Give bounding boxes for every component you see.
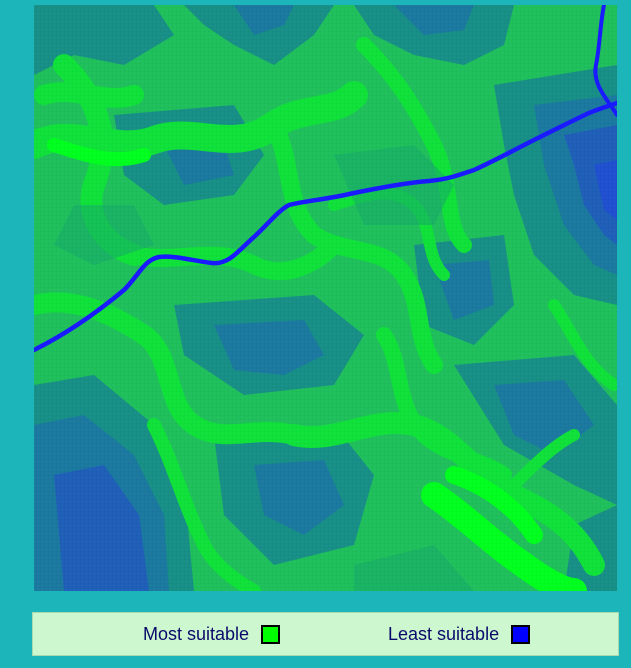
road-line (34, 100, 617, 353)
legend-item-most-suitable: Most suitable (143, 613, 281, 655)
suitability-raster (34, 5, 617, 591)
legend-label-least-suitable: Least suitable (388, 623, 500, 644)
legend-swatch-most-suitable (261, 624, 281, 644)
raster-texture (34, 5, 617, 591)
legend-item-least-suitable: Least suitable (388, 613, 531, 655)
legend-swatch-least-suitable (511, 624, 531, 644)
legend-label-most-suitable: Most suitable (143, 623, 250, 644)
suitability-map (34, 5, 617, 591)
map-legend: Most suitable Least suitable (32, 612, 619, 656)
stream-line (593, 5, 617, 117)
